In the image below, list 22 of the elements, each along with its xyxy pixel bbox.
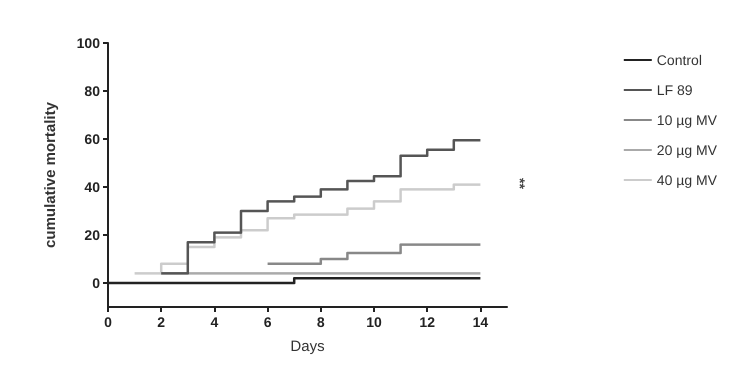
x-tick-label: 4 <box>210 314 218 330</box>
y-tick-label: 80 <box>84 83 100 99</box>
y-tick-label: 100 <box>76 35 100 51</box>
x-axis-title: Days <box>290 338 325 355</box>
y-tick-label: 0 <box>92 275 100 291</box>
legend-label: 40 µg MV <box>656 172 718 188</box>
x-tick-label: 10 <box>366 314 382 330</box>
legend-label: 10 µg MV <box>656 112 718 128</box>
x-tick-label: 8 <box>316 314 325 330</box>
x-tick-label: 6 <box>264 314 272 330</box>
x-tick-label: 0 <box>104 314 112 330</box>
y-tick-label: 20 <box>84 227 100 243</box>
text: ** <box>512 178 528 190</box>
legend-label: LF 89 <box>656 82 693 98</box>
x-tick-label: 2 <box>157 314 166 330</box>
y-tick-label: 60 <box>84 131 100 147</box>
legend-label: Control <box>656 52 702 68</box>
y-axis-title: cumulative mortality <box>42 101 59 248</box>
x-tick-label: 12 <box>419 314 436 330</box>
legend-label: 20 µg MV <box>656 142 718 158</box>
x-tick-label: 14 <box>472 314 488 330</box>
y-tick-label: 40 <box>84 179 100 195</box>
